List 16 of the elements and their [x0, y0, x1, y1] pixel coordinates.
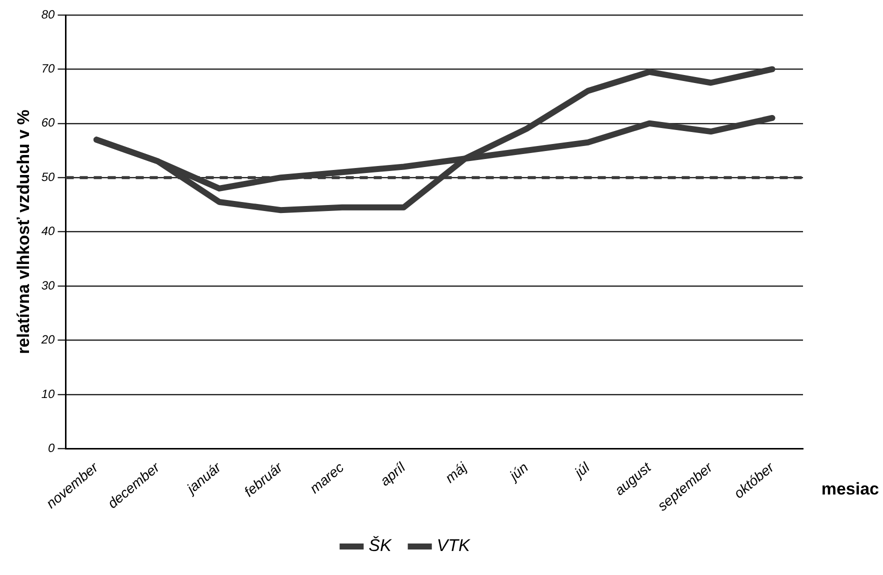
y-tick-label: 0	[48, 440, 56, 455]
y-tick-label: 60	[41, 116, 56, 130]
y-tick-label: 30	[41, 278, 56, 292]
x-tick-label: júl	[570, 458, 594, 482]
y-tick-label: 50	[41, 170, 56, 184]
y-tick-label: 40	[41, 224, 56, 238]
y-tick-label: 70	[41, 62, 56, 76]
legend-label: VTK	[436, 536, 471, 556]
x-tick-label: máj	[442, 458, 470, 486]
x-tick-label: jún	[504, 458, 532, 485]
y-tick-label: 80	[41, 7, 56, 22]
y-tick-label: 20	[40, 332, 56, 347]
y-axis-title: relatívna vlhkosť vzduchu v %	[14, 110, 33, 354]
x-axis-title: mesiac	[821, 480, 879, 499]
legend-label: ŠK	[368, 536, 392, 556]
y-tick-label: 10	[41, 386, 56, 401]
